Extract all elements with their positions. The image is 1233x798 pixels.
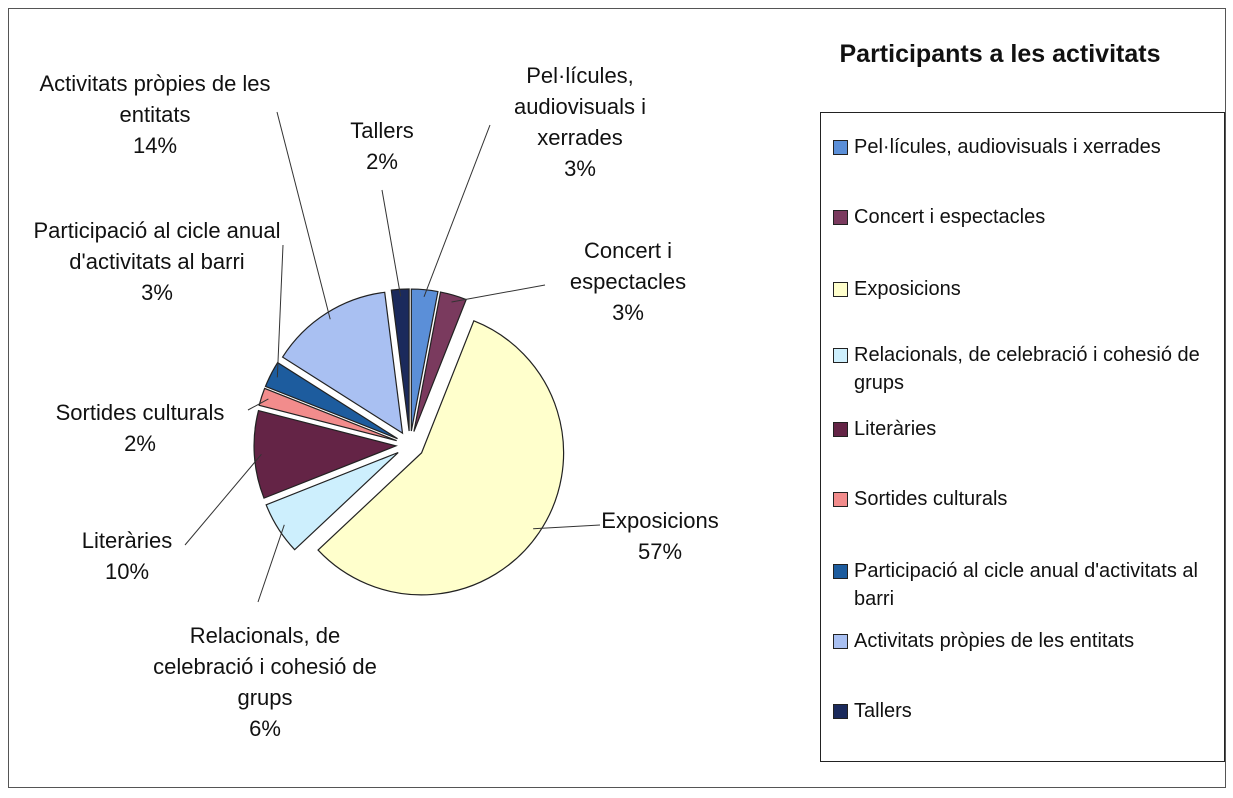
data-label-name: Exposicions bbox=[601, 508, 719, 533]
legend-swatch bbox=[833, 282, 848, 297]
leader-line bbox=[184, 454, 262, 546]
data-label: Relacionals, de celebració i cohesió de … bbox=[150, 620, 380, 744]
leader-line bbox=[381, 189, 402, 297]
data-label-value: 2% bbox=[124, 431, 156, 456]
leader-line bbox=[451, 284, 546, 303]
legend-label: Participació al cicle anual d'activitats… bbox=[854, 560, 1198, 610]
legend-entry: Literàries bbox=[833, 415, 1218, 443]
legend-swatch bbox=[833, 634, 848, 649]
pie-slice bbox=[253, 409, 398, 499]
data-label-name: Concert i espectacles bbox=[569, 238, 687, 294]
data-label-name: Pel·lícules, audiovisuals i xerrades bbox=[513, 63, 647, 150]
data-label-name: Relacionals, de celebració i cohesió de … bbox=[153, 623, 377, 710]
data-label: Participació al cicle anual d'activitats… bbox=[32, 215, 282, 308]
data-label-name: Activitats pròpies de les entitats bbox=[39, 71, 271, 127]
data-label-name: Literàries bbox=[81, 528, 173, 553]
data-label: Sortides culturals 2% bbox=[25, 397, 255, 459]
data-label-name: Tallers bbox=[350, 118, 414, 143]
legend-swatch bbox=[833, 564, 848, 579]
data-label-value: 3% bbox=[564, 156, 596, 181]
data-label: Exposicions 57% bbox=[560, 505, 760, 567]
leader-line bbox=[247, 398, 269, 411]
data-label-value: 10% bbox=[104, 559, 150, 584]
legend-label: Exposicions bbox=[854, 278, 961, 300]
legend-entry: Relacionals, de celebració i cohesió de … bbox=[833, 341, 1218, 397]
data-label: Tallers 2% bbox=[332, 115, 432, 177]
legend-entry: Concert i espectacles bbox=[833, 203, 1218, 231]
legend-label: Relacionals, de celebració i cohesió de … bbox=[854, 344, 1200, 394]
legend-swatch bbox=[833, 704, 848, 719]
data-label: Pel·lícules, audiovisuals i xerrades 3% bbox=[490, 60, 670, 184]
leader-line bbox=[257, 524, 285, 603]
legend-swatch bbox=[833, 492, 848, 507]
legend-entry: Tallers bbox=[833, 697, 1218, 725]
data-label-value: 6% bbox=[249, 716, 281, 741]
data-label-value: 3% bbox=[141, 280, 173, 305]
data-label: Concert i espectacles 3% bbox=[553, 235, 703, 328]
legend-entry: Pel·lícules, audiovisuals i xerrades bbox=[833, 133, 1218, 161]
chart-frame bbox=[8, 8, 1226, 788]
data-label: Activitats pròpies de les entitats 14% bbox=[25, 68, 285, 161]
pie-slice bbox=[258, 387, 397, 442]
data-label-value: 57% bbox=[637, 539, 683, 564]
pie-slice bbox=[317, 320, 565, 596]
leader-line bbox=[533, 524, 601, 530]
data-label-name: Participació al cicle anual d'activitats… bbox=[33, 218, 281, 274]
legend: Pel·lícules, audiovisuals i xerrades Conc… bbox=[820, 112, 1225, 762]
pie-slice bbox=[281, 291, 404, 435]
legend-swatch bbox=[833, 140, 848, 155]
legend-label: Literàries bbox=[854, 418, 937, 440]
pie-slice bbox=[410, 288, 439, 432]
leader-line bbox=[276, 111, 331, 320]
pie-slice bbox=[390, 288, 410, 432]
data-label-name: Sortides culturals bbox=[55, 400, 225, 425]
data-label-value: 3% bbox=[612, 300, 644, 325]
data-label: Literàries 10% bbox=[52, 525, 202, 587]
legend-label: Tallers bbox=[854, 700, 912, 722]
legend-swatch bbox=[833, 210, 848, 225]
legend-label: Pel·lícules, audiovisuals i xerrades bbox=[854, 136, 1161, 158]
legend-entry: Participació al cicle anual d'activitats… bbox=[833, 557, 1218, 613]
legend-swatch bbox=[833, 422, 848, 437]
legend-entry: Sortides culturals bbox=[833, 485, 1218, 513]
data-label-value: 14% bbox=[132, 133, 178, 158]
data-label-value: 2% bbox=[366, 149, 398, 174]
chart-title: Participants a les activitats bbox=[839, 40, 1161, 68]
legend-entry: Activitats pròpies de les entitats bbox=[833, 627, 1218, 655]
leader-line bbox=[276, 244, 284, 378]
pie-slice bbox=[265, 451, 399, 551]
leader-line bbox=[423, 124, 491, 297]
legend-label: Concert i espectacles bbox=[854, 206, 1046, 228]
legend-swatch bbox=[833, 348, 848, 363]
legend-label: Sortides culturals bbox=[854, 488, 1008, 510]
legend-label: Activitats pròpies de les entitats bbox=[854, 630, 1135, 652]
legend-entry: Exposicions bbox=[833, 275, 1218, 303]
